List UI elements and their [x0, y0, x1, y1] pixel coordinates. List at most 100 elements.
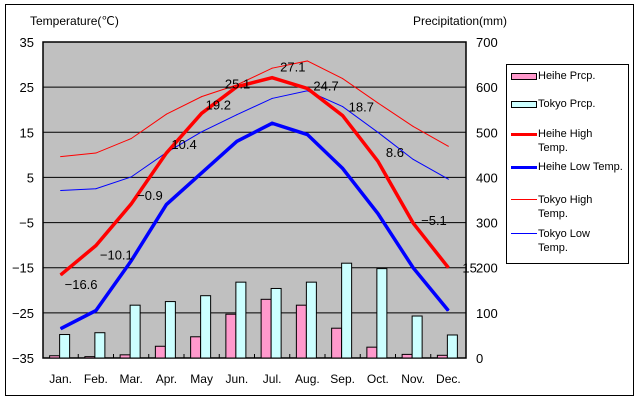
- bar-heihe-prcp-: [401, 353, 413, 359]
- bar-heihe-prcp-: [190, 336, 202, 359]
- y-tick-right: 600: [476, 80, 498, 95]
- point-heihe-high-temp-: [271, 77, 273, 79]
- bar-heihe-prcp-: [295, 304, 307, 359]
- legend-item: Tokyo High Temp.: [511, 193, 598, 221]
- data-label: −10.1: [100, 248, 133, 263]
- y-tick-left: 25: [20, 80, 34, 95]
- data-label: 19.2: [206, 97, 231, 112]
- y-tick-left: −25: [12, 306, 34, 321]
- bar-heihe-prcp-: [366, 346, 378, 359]
- bar-tokyo-prcp-: [94, 332, 106, 359]
- point-heihe-low-temp-: [236, 140, 238, 142]
- line-heihe-low-temp-: [59, 121, 450, 331]
- legend: Heihe Prcp. Tokyo Prcp. Heihe High Temp. He…: [506, 64, 629, 264]
- legend-label: Tokyo Prcp.: [538, 98, 596, 110]
- point-tokyo-low-temp-: [412, 158, 414, 160]
- data-label: 24.7: [313, 78, 338, 93]
- data-label: 18.7: [349, 100, 374, 115]
- point-heihe-low-temp-: [342, 167, 344, 169]
- legend-label: Heihe Prcp.: [538, 70, 596, 82]
- data-label: 27.1: [280, 60, 305, 75]
- legend-label: Tokyo High Temp.: [538, 194, 593, 220]
- legend-swatch-line: [511, 199, 537, 200]
- point-tokyo-high-temp-: [165, 113, 167, 115]
- bar-tokyo-prcp-: [411, 315, 423, 359]
- point-tokyo-low-temp-: [130, 176, 132, 178]
- bar-tokyo-prcp-: [164, 301, 176, 359]
- bar-heihe-prcp-: [436, 354, 448, 359]
- point-heihe-low-temp-: [95, 310, 97, 312]
- point-heihe-high-temp-: [342, 115, 344, 117]
- data-label: −16.6: [65, 277, 98, 292]
- line-tokyo-low-temp-: [60, 90, 449, 192]
- bar-heihe-prcp-: [49, 355, 61, 359]
- point-tokyo-low-temp-: [447, 178, 449, 180]
- point-heihe-high-temp-: [201, 112, 203, 114]
- bar-tokyo-prcp-: [341, 262, 353, 359]
- legend-item: Tokyo Low Temp.: [511, 227, 598, 255]
- point-tokyo-low-temp-: [342, 106, 344, 108]
- y-tick-right: 0: [476, 351, 483, 366]
- point-heihe-low-temp-: [130, 260, 132, 262]
- x-tick-label: Jun.: [226, 372, 249, 386]
- bar-tokyo-prcp-: [200, 295, 212, 359]
- y-tick-left: 15: [20, 125, 34, 140]
- point-heihe-high-temp-: [236, 86, 238, 88]
- y-tick-left: 5: [27, 170, 34, 185]
- point-tokyo-high-temp-: [342, 78, 344, 80]
- point-heihe-high-temp-: [165, 152, 167, 154]
- point-tokyo-low-temp-: [236, 114, 238, 116]
- bar-heihe-prcp-: [154, 345, 166, 359]
- x-tick-label: Mar.: [119, 372, 142, 386]
- point-heihe-low-temp-: [377, 213, 379, 215]
- x-tick-label: Jan.: [49, 372, 72, 386]
- legend-swatch-box: [511, 73, 537, 80]
- point-tokyo-low-temp-: [377, 131, 379, 133]
- data-label: 8.6: [386, 145, 404, 160]
- y-tick-left: −15: [12, 261, 34, 276]
- bar-heihe-prcp-: [260, 298, 272, 359]
- y-axis-right-title: Precipitation(mm): [413, 14, 507, 28]
- data-label: −5.1: [421, 213, 447, 228]
- bar-heihe-prcp-: [119, 354, 131, 359]
- legend-item: Heihe Prcp.: [511, 69, 598, 83]
- point-tokyo-high-temp-: [130, 138, 132, 140]
- bar-tokyo-prcp-: [376, 268, 388, 359]
- point-tokyo-high-temp-: [377, 102, 379, 104]
- point-tokyo-low-temp-: [201, 131, 203, 133]
- point-tokyo-low-temp-: [95, 188, 97, 190]
- y-tick-right: 200: [476, 261, 498, 276]
- legend-swatch-line: [511, 166, 537, 169]
- bar-tokyo-prcp-: [59, 334, 71, 359]
- bar-tokyo-prcp-: [270, 287, 282, 359]
- legend-swatch-box: [511, 101, 537, 108]
- legend-item: Tokyo Prcp.: [511, 97, 598, 111]
- y-tick-left: −35: [12, 351, 34, 366]
- point-heihe-high-temp-: [95, 245, 97, 247]
- bar-heihe-prcp-: [84, 356, 96, 359]
- y-tick-left: −5: [19, 216, 34, 231]
- bar-tokyo-prcp-: [305, 281, 317, 359]
- legend-swatch-line: [511, 233, 537, 234]
- point-heihe-low-temp-: [165, 204, 167, 206]
- bar-heihe-prcp-: [331, 327, 343, 359]
- point-heihe-high-temp-: [60, 274, 62, 276]
- legend-item: Heihe High Temp.: [511, 127, 598, 155]
- x-tick-label: Sep.: [330, 372, 355, 386]
- point-tokyo-high-temp-: [306, 60, 308, 62]
- point-heihe-low-temp-: [201, 172, 203, 174]
- data-label: 15: [462, 261, 476, 276]
- x-tick-label: Feb.: [84, 372, 108, 386]
- bar-tokyo-prcp-: [446, 334, 458, 359]
- point-heihe-low-temp-: [271, 122, 273, 124]
- point-heihe-low-temp-: [412, 267, 414, 269]
- point-tokyo-low-temp-: [60, 190, 62, 192]
- plot-area: [42, 41, 467, 359]
- point-tokyo-high-temp-: [447, 145, 449, 147]
- line-heihe-high-temp-: [59, 75, 450, 277]
- point-tokyo-high-temp-: [95, 152, 97, 154]
- point-heihe-high-temp-: [130, 203, 132, 205]
- y-tick-right: 700: [476, 35, 498, 50]
- legend-label: Tokyo Low Temp.: [538, 228, 590, 254]
